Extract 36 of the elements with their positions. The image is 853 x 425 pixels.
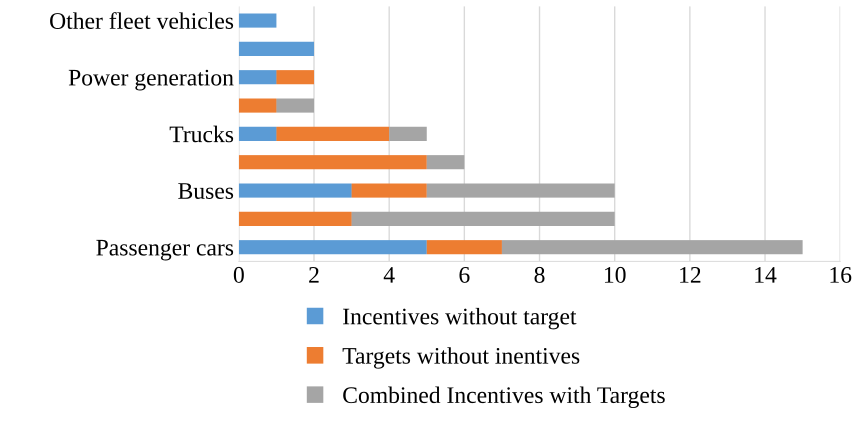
x-tick-label: 2 — [309, 266, 319, 283]
legend-label: Combined Incentives with Targets — [343, 386, 665, 408]
x-tick-label: 16 — [830, 266, 852, 283]
bar — [238, 126, 276, 141]
bar — [389, 126, 427, 141]
bar — [426, 183, 615, 198]
bar — [238, 42, 314, 56]
bar — [352, 212, 615, 226]
bar — [238, 70, 276, 84]
bar — [238, 155, 427, 170]
y-tick-label: Buses — [178, 183, 234, 199]
y-tick-label: Other fleet vehicles — [50, 12, 234, 29]
legend-label: Targets without inentives — [342, 347, 580, 369]
bar — [276, 98, 314, 113]
x-tick-label: 6 — [459, 266, 470, 283]
y-tick-label: Passenger cars — [96, 240, 234, 260]
x-tick-label: 14 — [755, 267, 776, 283]
bar — [426, 240, 502, 254]
y-tick-label: Power generation — [68, 70, 234, 90]
legend-label: Incentives without target — [343, 308, 576, 330]
bar — [238, 13, 276, 28]
bar — [276, 126, 390, 141]
bar — [502, 240, 803, 254]
x-tick-label: 8 — [534, 266, 545, 283]
x-tick-label: 10 — [604, 266, 626, 283]
y-tick-label: Trucks — [170, 126, 234, 142]
bar — [276, 70, 314, 84]
bar — [238, 240, 427, 254]
bar — [352, 183, 427, 198]
bar — [238, 183, 352, 198]
x-tick-label: 4 — [384, 267, 395, 283]
bar — [238, 212, 352, 226]
bar — [238, 98, 276, 113]
x-tick-label: 0 — [234, 266, 244, 283]
x-tick-label: 12 — [680, 266, 700, 283]
bar — [426, 155, 464, 170]
